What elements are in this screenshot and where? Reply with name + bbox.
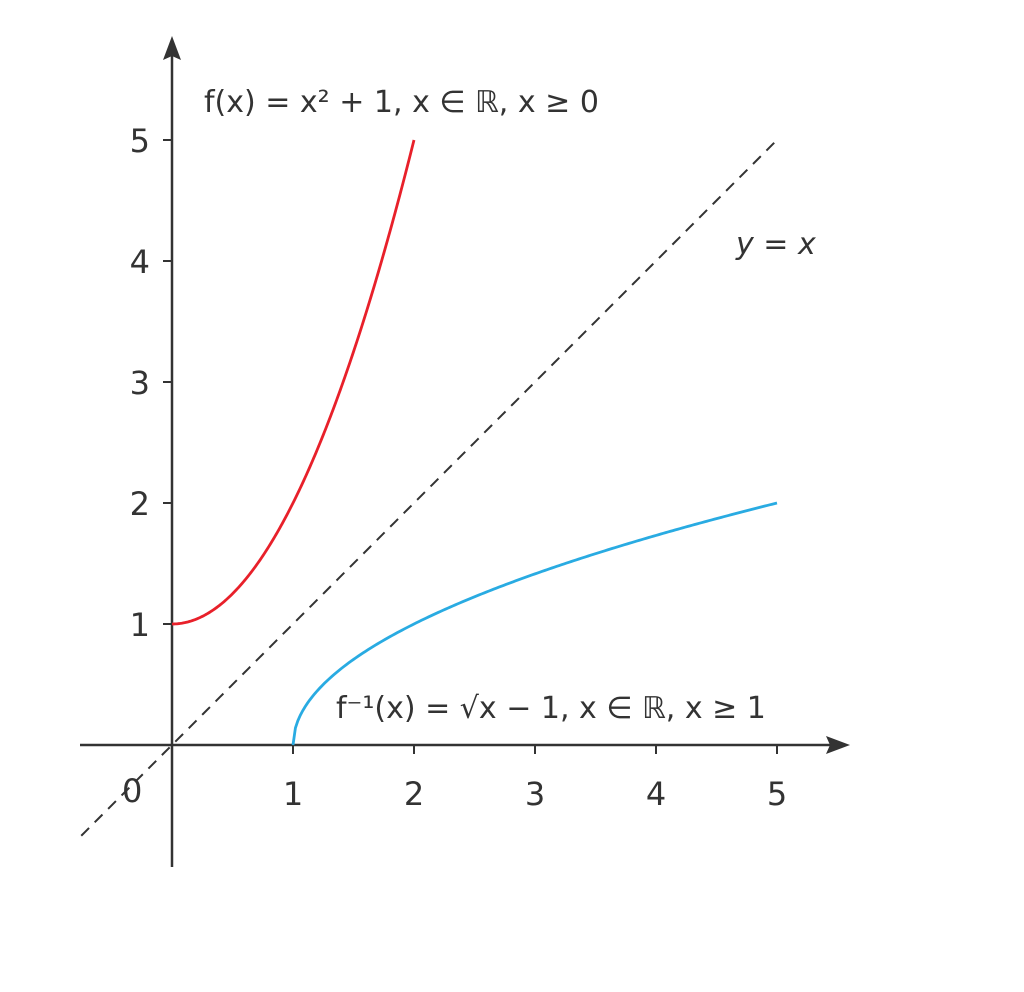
x-tick-label: 2 bbox=[404, 775, 424, 813]
finv-label: f⁻¹(x) = √x − 1, x ∈ ℝ, x ≥ 1 bbox=[336, 691, 766, 726]
finv-curve bbox=[291, 501, 778, 746]
y-axis-arrow-icon bbox=[163, 36, 181, 60]
y-tick-label: 4 bbox=[130, 243, 150, 281]
f-label: f(x) = x² + 1, x ∈ ℝ, x ≥ 0 bbox=[204, 85, 599, 120]
axes bbox=[80, 36, 850, 867]
y-tick-label: 2 bbox=[130, 485, 150, 523]
y-tick-label: 3 bbox=[130, 364, 150, 402]
x-tick-label: 5 bbox=[767, 775, 787, 813]
f-curve bbox=[171, 139, 416, 626]
x-tick-label: 3 bbox=[525, 775, 545, 813]
x-tick-label: 4 bbox=[646, 775, 666, 813]
y-tick-label: 5 bbox=[130, 122, 150, 160]
origin-label: 0 bbox=[122, 772, 142, 810]
identity-label: y = x bbox=[735, 227, 816, 262]
identity-line bbox=[80, 139, 778, 837]
x-tick-label: 1 bbox=[283, 775, 303, 813]
x-axis-arrow-icon bbox=[826, 736, 850, 754]
y-tick-label: 1 bbox=[130, 606, 150, 644]
